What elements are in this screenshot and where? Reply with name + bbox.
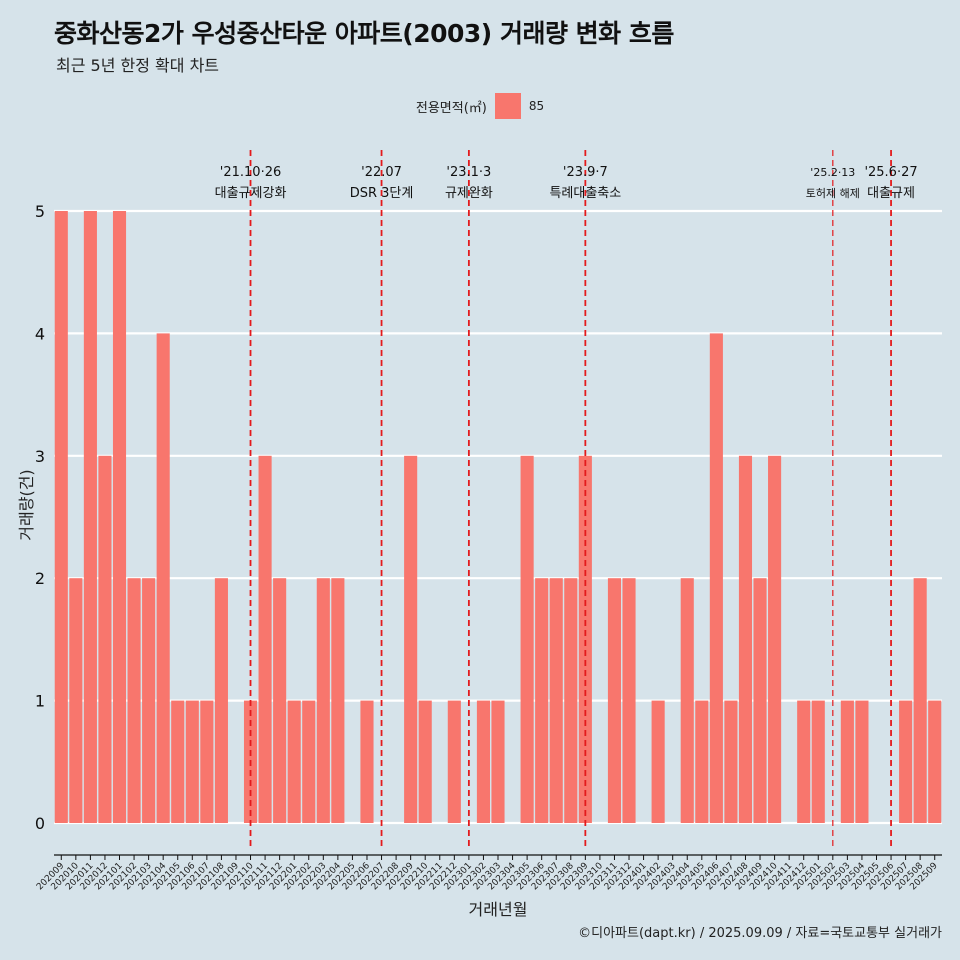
bar [447, 700, 461, 823]
event-label: 토허제 해제 [806, 186, 860, 200]
bar [127, 578, 141, 823]
event-date: '23.9·7 [563, 165, 608, 180]
bar [491, 700, 505, 823]
event-date: '21.10·26 [220, 165, 281, 180]
event-lines: '21.10·26 대출규제강화 '22.07 DSR 3단계 '23.1·3 규제완화 '… [215, 150, 918, 850]
bar [316, 578, 330, 823]
bar [855, 700, 869, 823]
y-axis-label: 거래량(건) [17, 469, 36, 540]
bar [273, 578, 287, 823]
event-label: 대출규제강화 [215, 186, 287, 201]
x-axis: 2020092020102020112020122021012021022021… [35, 854, 942, 892]
bar [54, 211, 68, 823]
chart-title: 중화산동2가 우성중산타운 아파트(2003) 거래량 변화 흐름 [54, 19, 674, 48]
event-label: DSR 3단계 [350, 186, 414, 201]
event-date: '25.6·27 [864, 165, 917, 180]
bar [607, 578, 622, 823]
bar [651, 700, 665, 823]
bar [302, 700, 316, 823]
bar [724, 700, 738, 823]
bar [680, 578, 694, 823]
bar [899, 700, 913, 823]
y-tick-label: 5 [35, 202, 45, 221]
bar [476, 700, 490, 823]
bar [797, 700, 811, 823]
y-tick-label: 0 [35, 814, 45, 833]
legend-title: 전용면적(㎡) [415, 100, 487, 116]
bar [171, 700, 185, 823]
bar [112, 211, 127, 823]
bar [331, 578, 345, 823]
y-tick-label: 2 [35, 569, 45, 588]
bar [404, 455, 418, 823]
legend: 전용면적(㎡) 85 [0, 93, 960, 119]
x-axis-label: 거래년월 [469, 900, 528, 919]
bar [738, 455, 753, 823]
bar [418, 700, 432, 823]
bar [913, 578, 927, 823]
event-date: '22.07 [361, 165, 402, 180]
bar [535, 578, 549, 823]
bar [360, 700, 374, 823]
legend-label: 85 [528, 99, 545, 113]
source-caption: ©디아파트(dapt.kr) / 2025.09.09 / 자료=국토교통부 실… [578, 926, 942, 941]
y-axis-tick-labels: 0 1 2 3 4 5 [35, 202, 45, 833]
bars [54, 211, 942, 823]
bar [768, 455, 782, 823]
bar [622, 578, 636, 823]
bar [156, 333, 170, 823]
bar [83, 211, 97, 823]
legend-color-key [494, 93, 521, 119]
bar [928, 700, 942, 823]
bar [520, 455, 534, 823]
bar [549, 578, 563, 823]
event-label: 대출규제 [867, 186, 915, 201]
bar [753, 578, 767, 823]
bar [695, 700, 709, 823]
event-date: '25.2·13 [810, 166, 855, 179]
event-label: 규제완화 [445, 186, 493, 201]
event-label: 특례대출축소 [549, 186, 621, 201]
bar [258, 455, 272, 823]
bar [578, 455, 592, 823]
bar [142, 578, 156, 823]
bar [200, 700, 214, 823]
bar [287, 700, 301, 823]
y-tick-label: 4 [35, 324, 45, 343]
event-date: '23.1·3 [446, 165, 491, 180]
bar [98, 455, 112, 823]
bar [564, 578, 578, 823]
y-tick-label: 1 [35, 692, 45, 711]
bar [811, 700, 825, 823]
bar [185, 700, 199, 823]
bar [214, 578, 228, 823]
bar [709, 333, 723, 823]
bar [69, 578, 83, 823]
chart-subtitle: 최근 5년 한정 확대 차트 [56, 56, 220, 75]
bar [840, 700, 854, 823]
y-tick-label: 3 [35, 447, 45, 466]
